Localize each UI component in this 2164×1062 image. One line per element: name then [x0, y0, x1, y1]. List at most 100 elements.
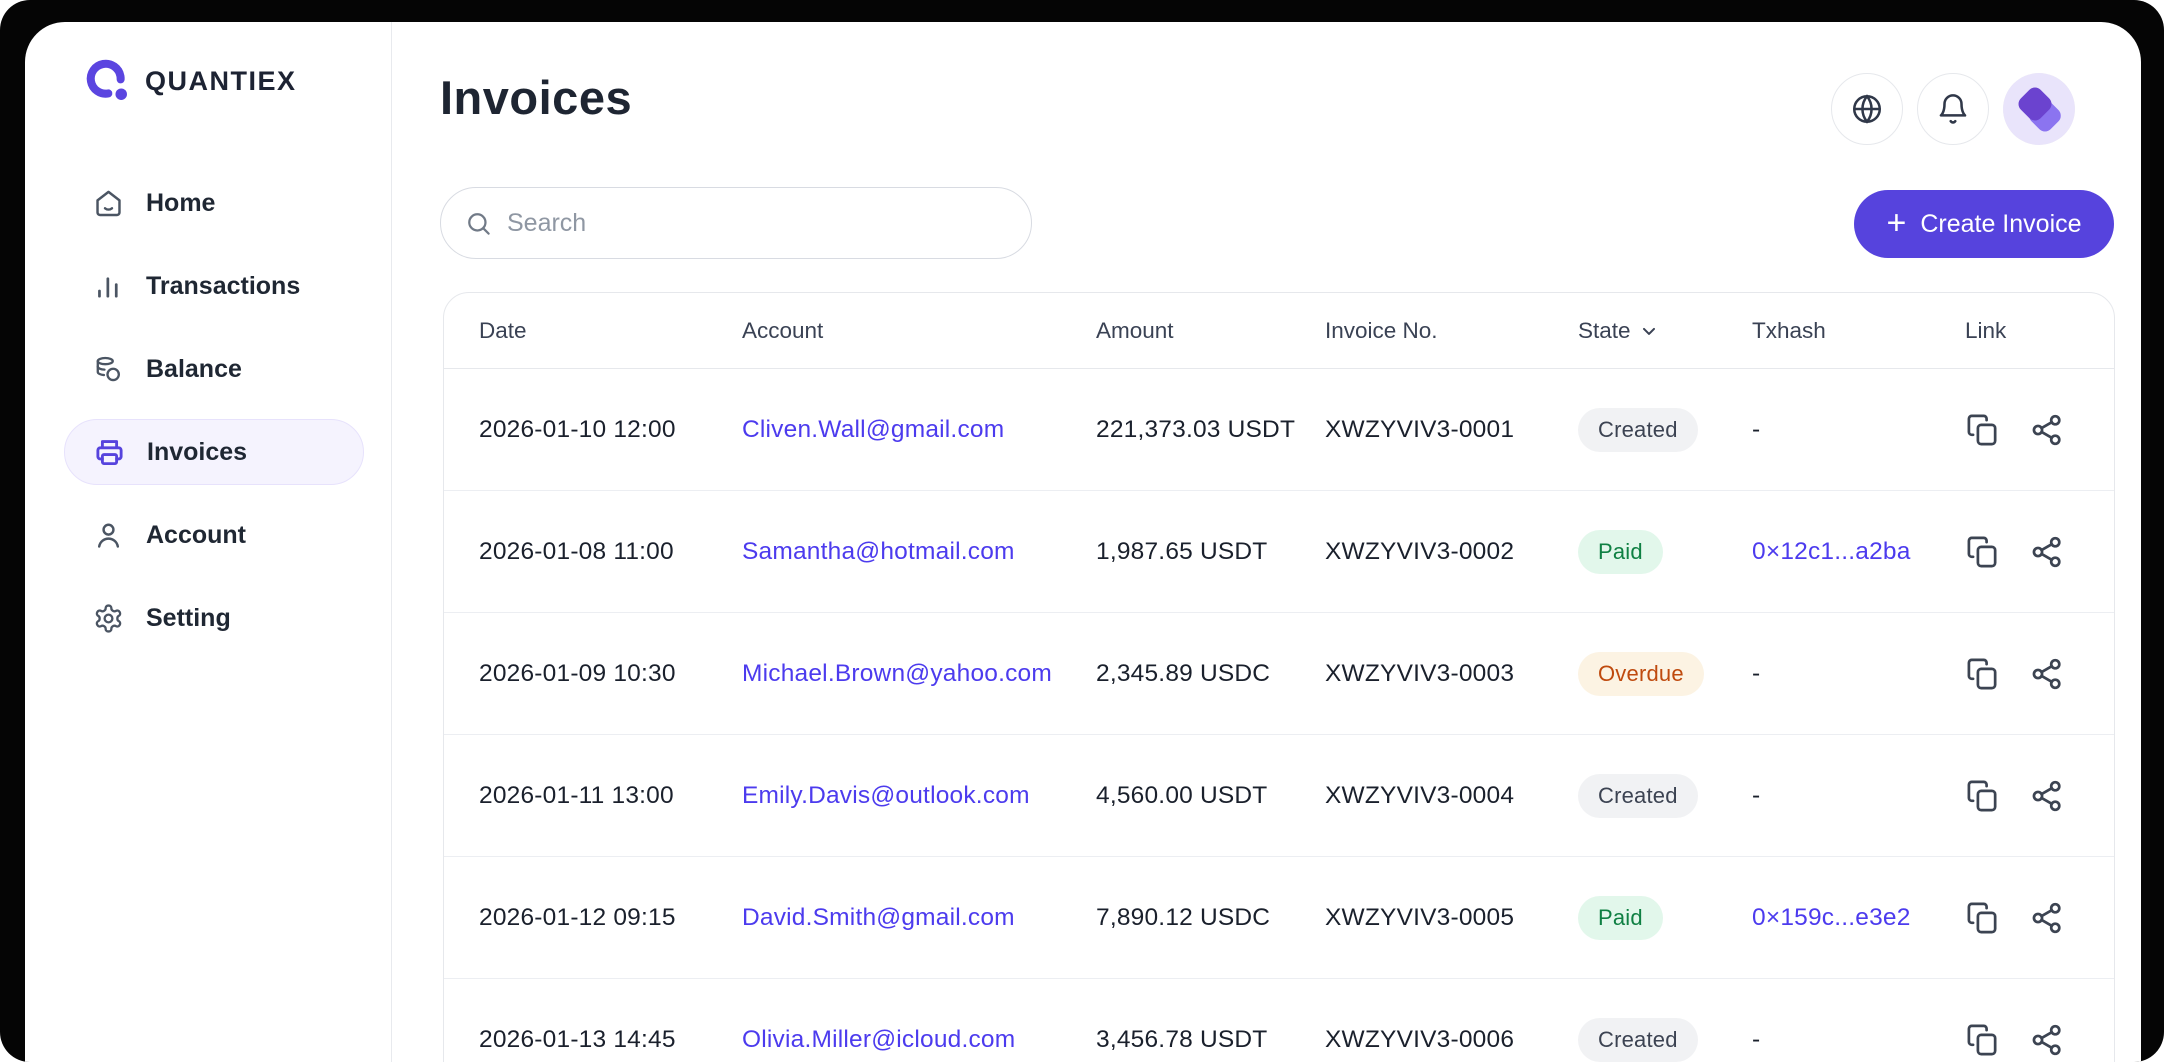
- txhash-link: -: [1752, 1026, 1761, 1053]
- share-icon[interactable]: [2029, 1022, 2065, 1058]
- search-icon: [468, 212, 490, 235]
- cell-link-actions: [1965, 656, 2114, 692]
- table-body: 2026-01-10 12:00 Cliven.Wall@gmail.com 2…: [444, 369, 2114, 1062]
- sidebar-nav: Home Transactions Balance: [64, 170, 364, 651]
- status-badge: Overdue: [1578, 651, 1704, 696]
- cell-date: 2026-01-12 09:15: [479, 903, 676, 931]
- status-badge: Created: [1578, 407, 1698, 452]
- language-button[interactable]: [1831, 73, 1903, 145]
- col-state-sort[interactable]: State: [1578, 318, 1752, 344]
- user-icon: [97, 523, 120, 548]
- txhash-link[interactable]: 0×12c1...a2ba: [1752, 537, 1911, 565]
- table-row: 2026-01-11 13:00 Emily.Davis@outlook.com…: [444, 735, 2114, 857]
- account-link[interactable]: Olivia.Miller@icloud.com: [742, 1026, 1016, 1053]
- home-icon: [96, 190, 121, 216]
- sidebar-item-account[interactable]: Account: [64, 502, 364, 568]
- account-link[interactable]: Cliven.Wall@gmail.com: [742, 415, 1005, 443]
- sidebar-item-label: Transactions: [146, 271, 301, 300]
- cell-amount: 2,345.89 USDC: [1096, 659, 1271, 687]
- cell-invoice-no: XWZYVIV3-0004: [1325, 781, 1515, 809]
- share-icon[interactable]: [2029, 412, 2065, 448]
- col-invoice-no: Invoice No.: [1325, 317, 1438, 343]
- quantiex-q-icon: [86, 59, 127, 100]
- copy-icon[interactable]: [1965, 534, 2001, 570]
- copy-icon[interactable]: [1965, 412, 2001, 448]
- status-badge: Paid: [1578, 895, 1663, 940]
- bell-icon: [1939, 94, 1967, 124]
- cell-amount: 4,560.00 USDT: [1096, 781, 1268, 809]
- cell-amount: 3,456.78 USDT: [1096, 1026, 1268, 1053]
- cell-amount: 221,373.03 USDT: [1096, 415, 1296, 443]
- account-link[interactable]: David.Smith@gmail.com: [742, 903, 1015, 931]
- avatar[interactable]: [2003, 73, 2075, 145]
- cell-date: 2026-01-09 10:30: [479, 659, 676, 687]
- cell-invoice-no: XWZYVIV3-0003: [1325, 659, 1515, 687]
- share-icon[interactable]: [2029, 778, 2065, 814]
- cell-link-actions: [1965, 1022, 2114, 1058]
- main-content: Invoices: [392, 22, 2141, 1062]
- invoices-table: Date Account Amount Invoice No. State Tx…: [443, 292, 2115, 1062]
- gear-icon: [95, 603, 122, 633]
- col-txhash: Txhash: [1752, 317, 1826, 343]
- search-bar: [440, 187, 1032, 259]
- sidebar-item-label: Balance: [146, 354, 242, 383]
- sidebar-item-label: Invoices: [147, 437, 248, 466]
- create-invoice-button[interactable]: + Create Invoice: [1854, 190, 2114, 258]
- account-link[interactable]: Emily.Davis@outlook.com: [742, 781, 1030, 809]
- table-row: 2026-01-10 12:00 Cliven.Wall@gmail.com 2…: [444, 369, 2114, 491]
- cell-amount: 7,890.12 USDC: [1096, 903, 1271, 931]
- account-link[interactable]: Samantha@hotmail.com: [742, 537, 1015, 565]
- coins-icon: [96, 356, 120, 381]
- notifications-button[interactable]: [1917, 73, 1989, 145]
- copy-icon[interactable]: [1965, 656, 2001, 692]
- col-link: Link: [1965, 317, 2007, 343]
- sidebar-item-balance[interactable]: Balance: [64, 336, 364, 402]
- cell-link-actions: [1965, 412, 2114, 448]
- account-link[interactable]: Michael.Brown@yahoo.com: [742, 659, 1052, 687]
- avatar-image: [2003, 73, 2075, 145]
- copy-icon[interactable]: [1965, 778, 2001, 814]
- sidebar-item-invoices[interactable]: Invoices: [64, 419, 364, 485]
- cell-link-actions: [1965, 778, 2114, 814]
- copy-icon[interactable]: [1965, 1022, 2001, 1058]
- share-icon[interactable]: [2029, 534, 2065, 570]
- status-badge: Created: [1578, 773, 1698, 818]
- printer-icon: [96, 439, 123, 465]
- globe-icon: [1852, 94, 1882, 124]
- col-account: Account: [742, 317, 824, 343]
- table-row: 2026-01-09 10:30 Michael.Brown@yahoo.com…: [444, 613, 2114, 735]
- status-badge: Created: [1578, 1018, 1698, 1062]
- txhash-link[interactable]: 0×159c...e3e2: [1752, 903, 1911, 931]
- sidebar-item-label: Home: [146, 188, 216, 217]
- cell-invoice-no: XWZYVIV3-0001: [1325, 415, 1515, 443]
- page-title: Invoices: [440, 71, 633, 124]
- cell-date: 2026-01-13 14:45: [479, 1026, 676, 1053]
- sidebar-item-transactions[interactable]: Transactions: [64, 253, 364, 319]
- sidebar-item-home[interactable]: Home: [64, 170, 364, 236]
- table-row: 2026-01-08 11:00 Samantha@hotmail.com 1,…: [444, 491, 2114, 613]
- cell-date: 2026-01-08 11:00: [479, 537, 674, 565]
- col-amount: Amount: [1096, 317, 1174, 343]
- share-icon[interactable]: [2029, 900, 2065, 936]
- share-icon[interactable]: [2029, 656, 2065, 692]
- sidebar-item-label: Account: [146, 520, 246, 549]
- sidebar-item-setting[interactable]: Setting: [64, 585, 364, 651]
- cell-invoice-no: XWZYVIV3-0002: [1325, 537, 1515, 565]
- sidebar-item-label: Setting: [146, 603, 231, 632]
- sidebar: QUANTIEX Home Transactions: [25, 22, 392, 1062]
- txhash-link: -: [1752, 659, 1761, 687]
- cell-date: 2026-01-10 12:00: [479, 415, 676, 443]
- txhash-link: -: [1752, 781, 1761, 809]
- copy-icon[interactable]: [1965, 900, 2001, 936]
- table-row: 2026-01-13 14:45 Olivia.Miller@icloud.co…: [444, 979, 2114, 1062]
- search-input[interactable]: [507, 208, 1007, 238]
- create-invoice-label: Create Invoice: [1920, 209, 2082, 238]
- col-date: Date: [479, 317, 527, 343]
- chevron-down-icon: [1642, 327, 1655, 335]
- plus-icon: +: [1886, 203, 1907, 242]
- cell-link-actions: [1965, 534, 2114, 570]
- cell-link-actions: [1965, 900, 2114, 936]
- topbar-actions: [1831, 73, 2075, 145]
- txhash-link: -: [1752, 415, 1761, 443]
